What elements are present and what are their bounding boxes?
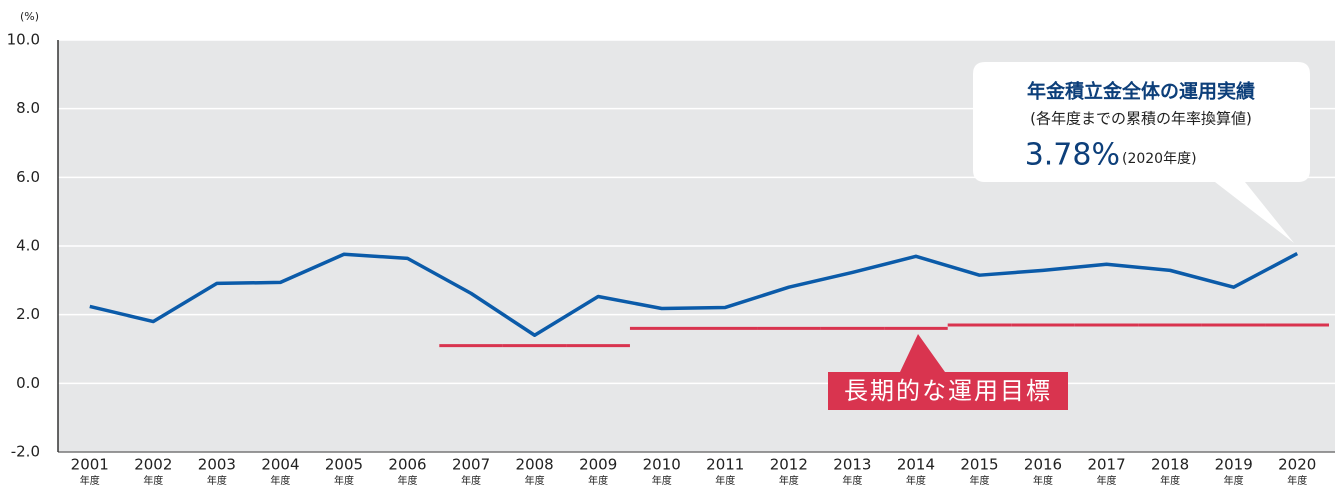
x-tick-label: 2013 [833,456,871,474]
x-tick-suffix: 年度 [1160,474,1180,487]
x-tick-label: 2020 [1278,456,1316,474]
x-tick-label: 2012 [770,456,808,474]
x-tick-suffix: 年度 [1033,474,1053,487]
x-tick-label: 2004 [261,456,299,474]
x-tick-suffix: 年度 [715,474,735,487]
target-label-box [828,334,1068,410]
x-tick-suffix: 年度 [969,474,989,487]
x-tick-suffix: 年度 [334,474,354,487]
x-tick-label: 2010 [643,456,681,474]
x-tick-label: 2017 [1087,456,1125,474]
x-tick-label: 2007 [452,456,490,474]
x-tick-suffix: 年度 [80,474,100,487]
x-tick-label: 2003 [198,456,236,474]
x-tick-label: 2018 [1151,456,1189,474]
callout-note: (2020年度) [1122,151,1197,167]
x-tick-suffix: 年度 [652,474,672,487]
x-tick-label: 2005 [325,456,363,474]
x-tick-suffix: 年度 [842,474,862,487]
x-tick-suffix: 年度 [1097,474,1117,487]
target-label: 長期的な運用目標 [844,377,1052,405]
x-tick-label: 2014 [897,456,935,474]
y-tick-label: -2.0 [11,443,40,461]
x-tick-suffix: 年度 [461,474,481,487]
y-tick-label: 6.0 [16,168,40,186]
y-tick-label: 2.0 [16,305,40,323]
x-tick-label: 2002 [134,456,172,474]
x-tick-label: 2001 [71,456,109,474]
data-line [89,252,1299,338]
x-tick-suffix: 年度 [143,474,163,487]
callout-box [973,62,1310,243]
y-unit: (%) [20,10,39,23]
x-tick-suffix: 年度 [779,474,799,487]
x-tick-suffix: 年度 [207,474,227,487]
x-tick-suffix: 年度 [270,474,290,487]
y-tick-label: 8.0 [16,99,40,117]
x-tick-suffix: 年度 [398,474,418,487]
x-tick-label: 2009 [579,456,617,474]
callout-subtitle: (各年度までの累積の年率換算値) [1030,110,1252,128]
x-tick-label: 2011 [706,456,744,474]
x-tick-suffix: 年度 [525,474,545,487]
callout-value: 3.78% [1025,138,1120,173]
x-tick-label: 2016 [1024,456,1062,474]
x-tick-suffix: 年度 [1224,474,1244,487]
x-tick-suffix: 年度 [588,474,608,487]
y-tick-label: 4.0 [16,237,40,255]
y-tick-label: 10.0 [7,31,40,49]
callout-title: 年金積立金全体の運用実績 [1027,80,1255,103]
y-tick-label: 0.0 [16,374,40,392]
x-tick-suffix: 年度 [1287,474,1307,487]
x-tick-label: 2019 [1215,456,1253,474]
x-tick-suffix: 年度 [906,474,926,487]
x-tick-label: 2008 [516,456,554,474]
x-tick-label: 2015 [960,456,998,474]
x-tick-label: 2006 [388,456,426,474]
